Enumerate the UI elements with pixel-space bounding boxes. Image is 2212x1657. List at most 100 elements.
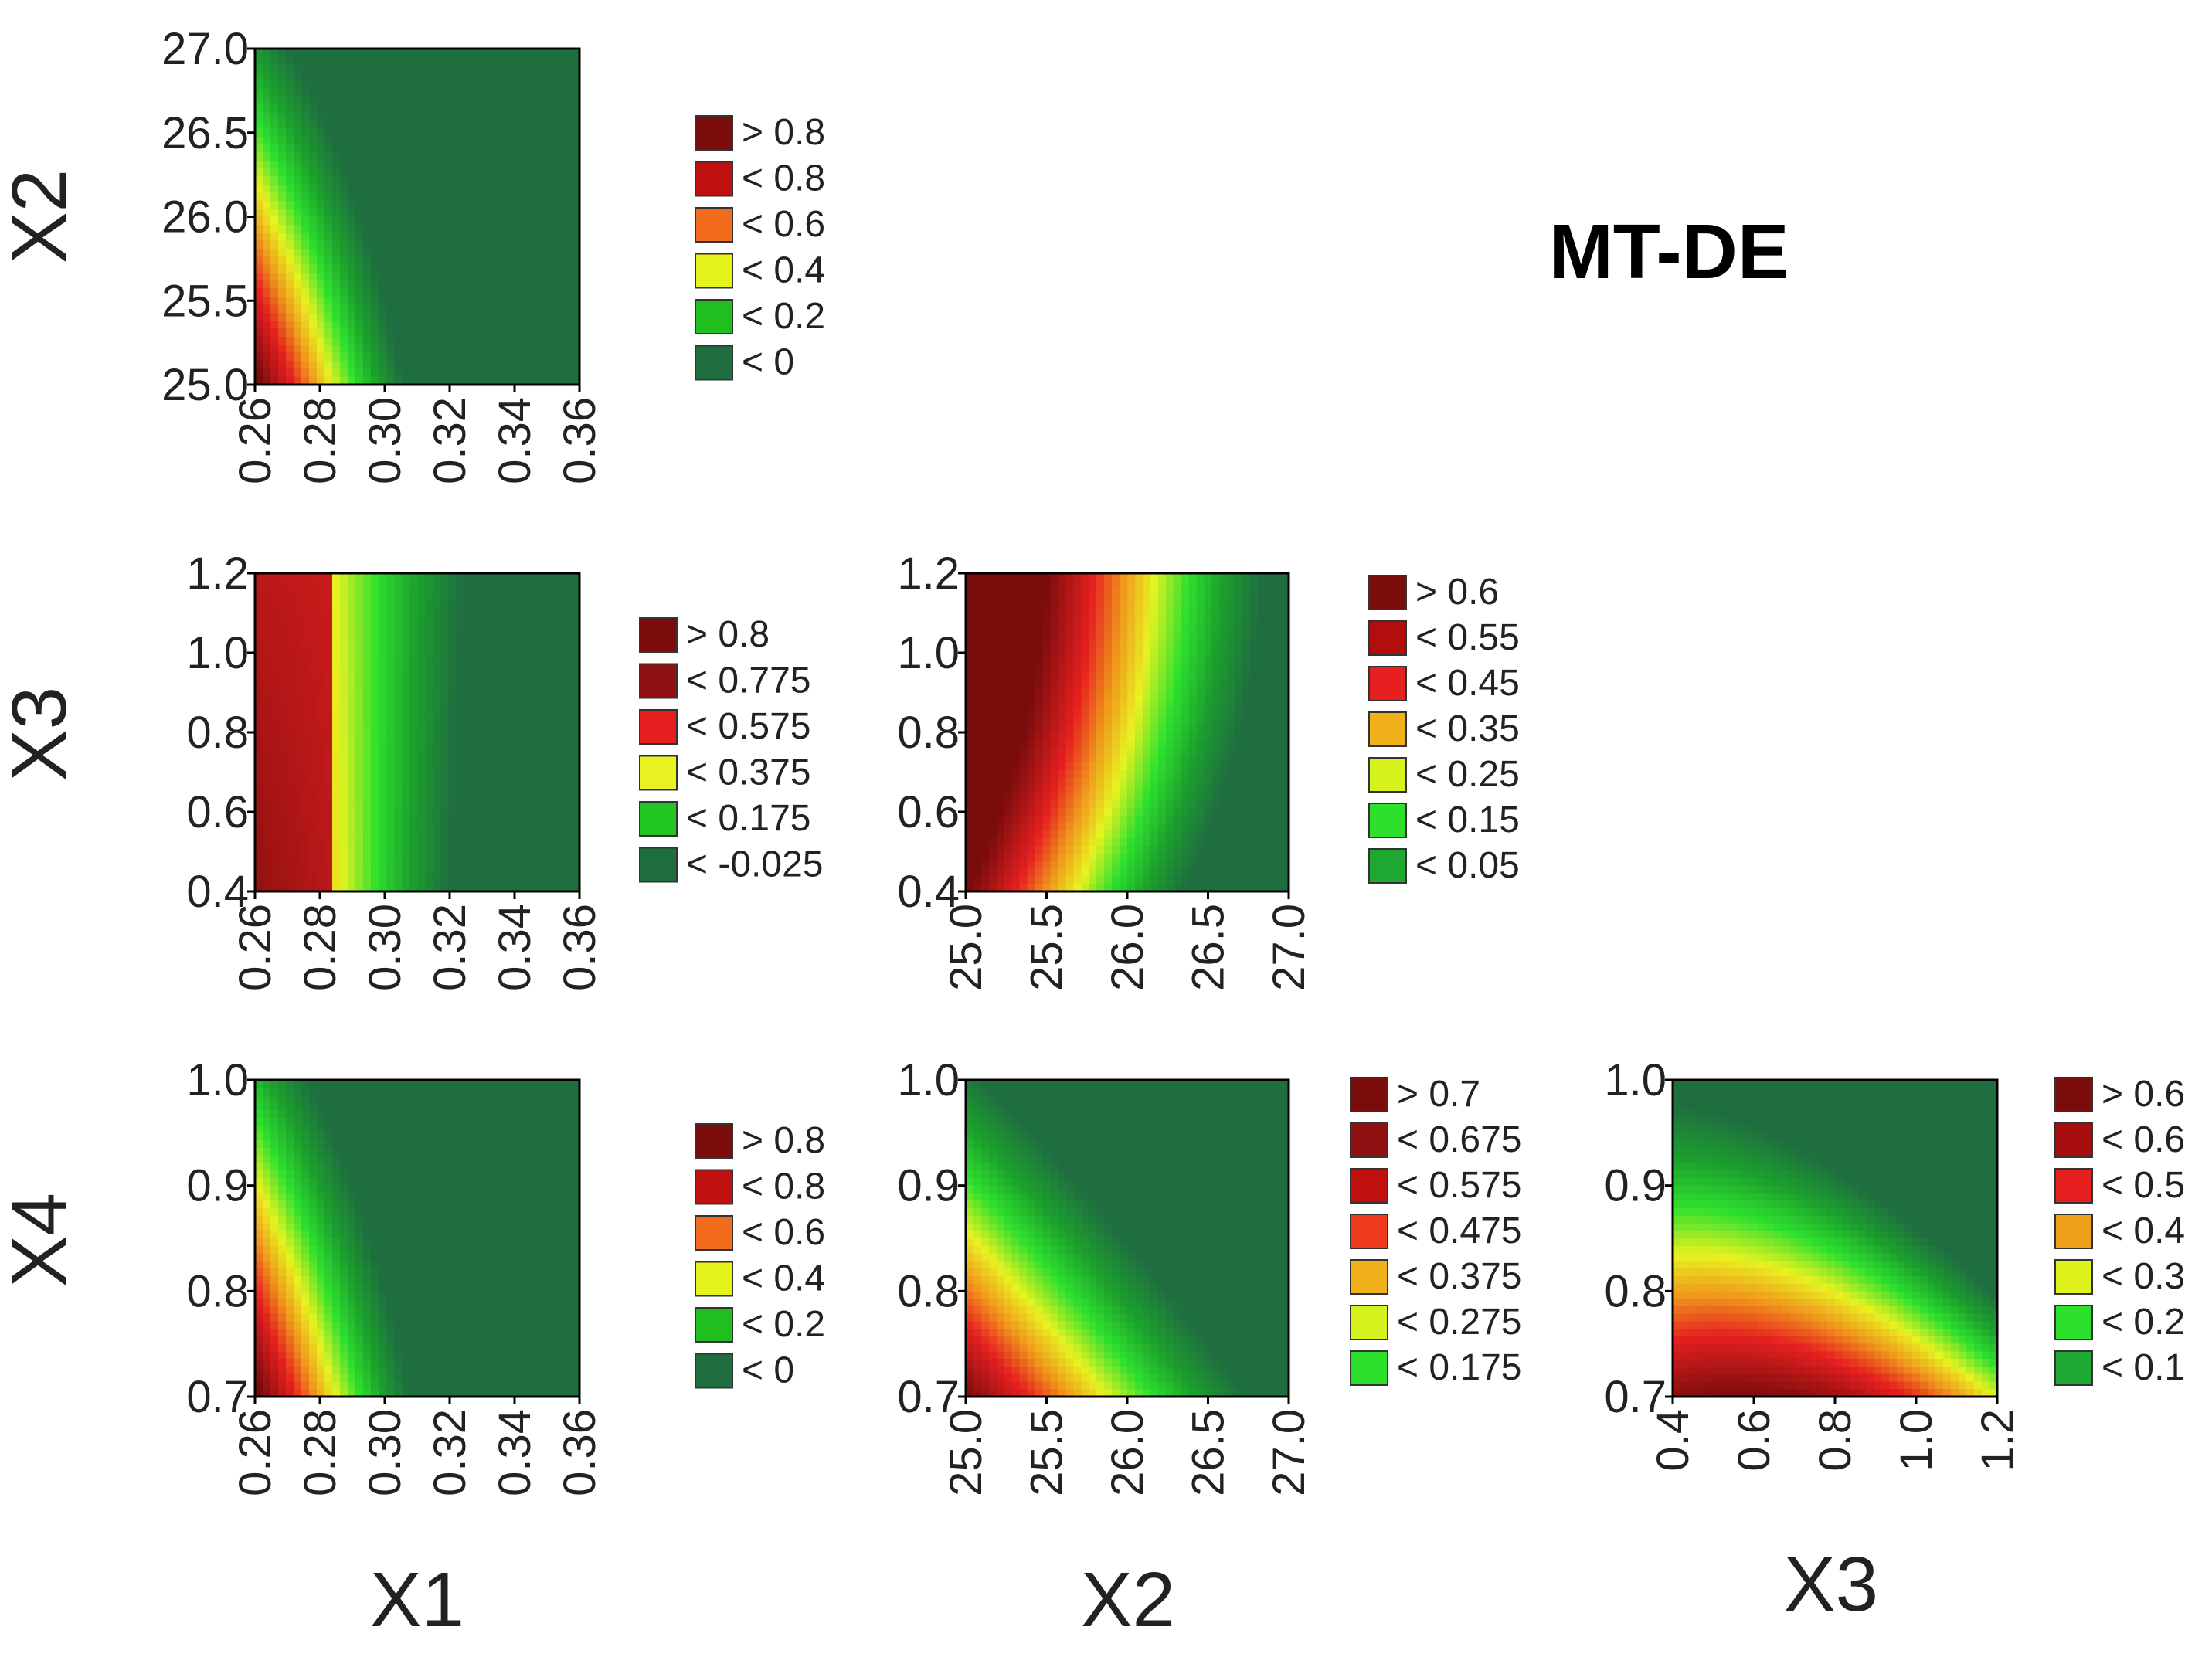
heatmap-cell bbox=[510, 596, 518, 603]
heatmap-cell bbox=[301, 337, 310, 345]
heatmap-cell bbox=[301, 225, 310, 233]
heatmap-cell bbox=[394, 137, 403, 145]
heatmap-cell bbox=[541, 649, 549, 657]
heatmap-cell bbox=[502, 353, 511, 362]
heatmap-cell bbox=[966, 854, 974, 861]
heatmap-cell bbox=[286, 80, 294, 89]
heatmap-cell bbox=[270, 89, 279, 97]
heatmap-cell bbox=[997, 641, 1005, 649]
heatmap-cell bbox=[494, 153, 503, 161]
heatmap-cell bbox=[1004, 702, 1013, 710]
heatmap-cell bbox=[973, 770, 982, 778]
heatmap-cell bbox=[518, 725, 526, 732]
heatmap-cell bbox=[332, 641, 341, 649]
heatmap-cell bbox=[1112, 770, 1120, 778]
heatmap-cell bbox=[1073, 732, 1082, 740]
heatmap-cell bbox=[541, 225, 549, 233]
heatmap-cell bbox=[997, 717, 1005, 725]
heatmap-cell bbox=[464, 241, 472, 250]
heatmap-cell bbox=[1004, 823, 1013, 831]
heatmap-cell bbox=[371, 649, 379, 657]
heatmap-cell bbox=[1127, 633, 1136, 641]
heatmap-cell bbox=[1205, 596, 1213, 603]
heatmap-cell bbox=[317, 49, 325, 57]
heatmap-cell bbox=[363, 649, 372, 657]
heatmap-cell bbox=[263, 641, 271, 649]
heatmap-cell bbox=[1104, 748, 1113, 755]
heatmap-cell bbox=[440, 694, 449, 702]
heatmap-cell bbox=[402, 641, 410, 649]
heatmap-cell bbox=[286, 209, 294, 217]
heatmap-cell bbox=[340, 619, 348, 626]
heatmap-cell bbox=[417, 861, 426, 869]
heatmap-cell bbox=[502, 80, 511, 89]
heatmap-cell bbox=[417, 353, 426, 362]
heatmap-cell bbox=[433, 816, 441, 823]
heatmap-cell bbox=[1081, 725, 1089, 732]
heatmap-cell bbox=[394, 185, 403, 193]
heatmap-cell bbox=[371, 56, 379, 65]
heatmap-cell bbox=[317, 209, 325, 217]
heatmap-cell bbox=[379, 816, 387, 823]
heatmap-cell bbox=[556, 249, 565, 257]
heatmap-cell bbox=[525, 649, 534, 657]
heatmap-cell bbox=[278, 657, 287, 664]
heatmap-cell bbox=[1058, 861, 1066, 869]
heatmap-cell bbox=[1043, 717, 1052, 725]
heatmap-cell bbox=[440, 770, 449, 778]
heatmap-cell bbox=[510, 755, 518, 762]
heatmap-cell bbox=[371, 786, 379, 793]
heatmap-cell bbox=[448, 702, 457, 710]
heatmap-cell bbox=[1158, 725, 1167, 732]
heatmap-cell bbox=[494, 786, 503, 793]
heatmap-cell bbox=[255, 702, 263, 710]
heatmap-cell bbox=[425, 786, 433, 793]
heatmap-cell bbox=[1012, 626, 1021, 634]
heatmap-cell bbox=[1150, 861, 1159, 869]
heatmap-cell bbox=[1205, 611, 1213, 619]
heatmap-cell bbox=[440, 679, 449, 687]
heatmap-cell bbox=[394, 329, 403, 338]
heatmap-cell bbox=[363, 161, 372, 169]
heatmap-cell bbox=[1004, 619, 1013, 626]
heatmap-cell bbox=[541, 329, 549, 338]
heatmap-cell bbox=[417, 161, 426, 169]
heatmap-cell bbox=[1043, 573, 1052, 581]
heatmap-cell bbox=[989, 869, 997, 877]
heatmap-cell bbox=[494, 113, 503, 121]
heatmap-cell bbox=[270, 619, 279, 626]
heatmap-cell bbox=[440, 846, 449, 854]
heatmap-cell bbox=[1211, 619, 1220, 626]
heatmap-cell bbox=[425, 89, 433, 97]
heatmap-cell bbox=[989, 876, 997, 884]
heatmap-cell bbox=[1104, 770, 1113, 778]
heatmap-cell bbox=[309, 185, 318, 193]
heatmap-cell bbox=[456, 337, 464, 345]
heatmap-cell bbox=[464, 297, 472, 305]
heatmap-cell bbox=[317, 256, 325, 265]
heatmap-cell bbox=[348, 297, 356, 305]
heatmap-cell bbox=[286, 73, 294, 81]
heatmap-cell bbox=[301, 793, 310, 800]
heatmap-cell bbox=[286, 838, 294, 846]
heatmap-cell bbox=[255, 838, 263, 846]
heatmap-cell bbox=[255, 121, 263, 129]
heatmap-cell bbox=[541, 304, 549, 313]
heatmap-cell bbox=[1058, 657, 1066, 664]
heatmap-cell bbox=[263, 209, 271, 217]
heatmap-cell bbox=[1028, 748, 1036, 755]
heatmap-cell bbox=[549, 816, 557, 823]
heatmap-cell bbox=[417, 168, 426, 177]
heatmap-cell bbox=[340, 633, 348, 641]
heatmap-cell bbox=[1158, 581, 1167, 589]
heatmap-cell bbox=[324, 861, 333, 869]
heatmap-cell bbox=[549, 225, 557, 233]
heatmap-cell bbox=[386, 177, 395, 185]
heatmap-cell bbox=[556, 740, 565, 748]
heatmap-cell bbox=[363, 56, 372, 65]
heatmap-cell bbox=[394, 353, 403, 362]
heatmap-cell bbox=[518, 672, 526, 680]
heatmap-cell bbox=[301, 869, 310, 877]
heatmap-cell bbox=[332, 313, 341, 321]
heatmap-cell bbox=[541, 168, 549, 177]
